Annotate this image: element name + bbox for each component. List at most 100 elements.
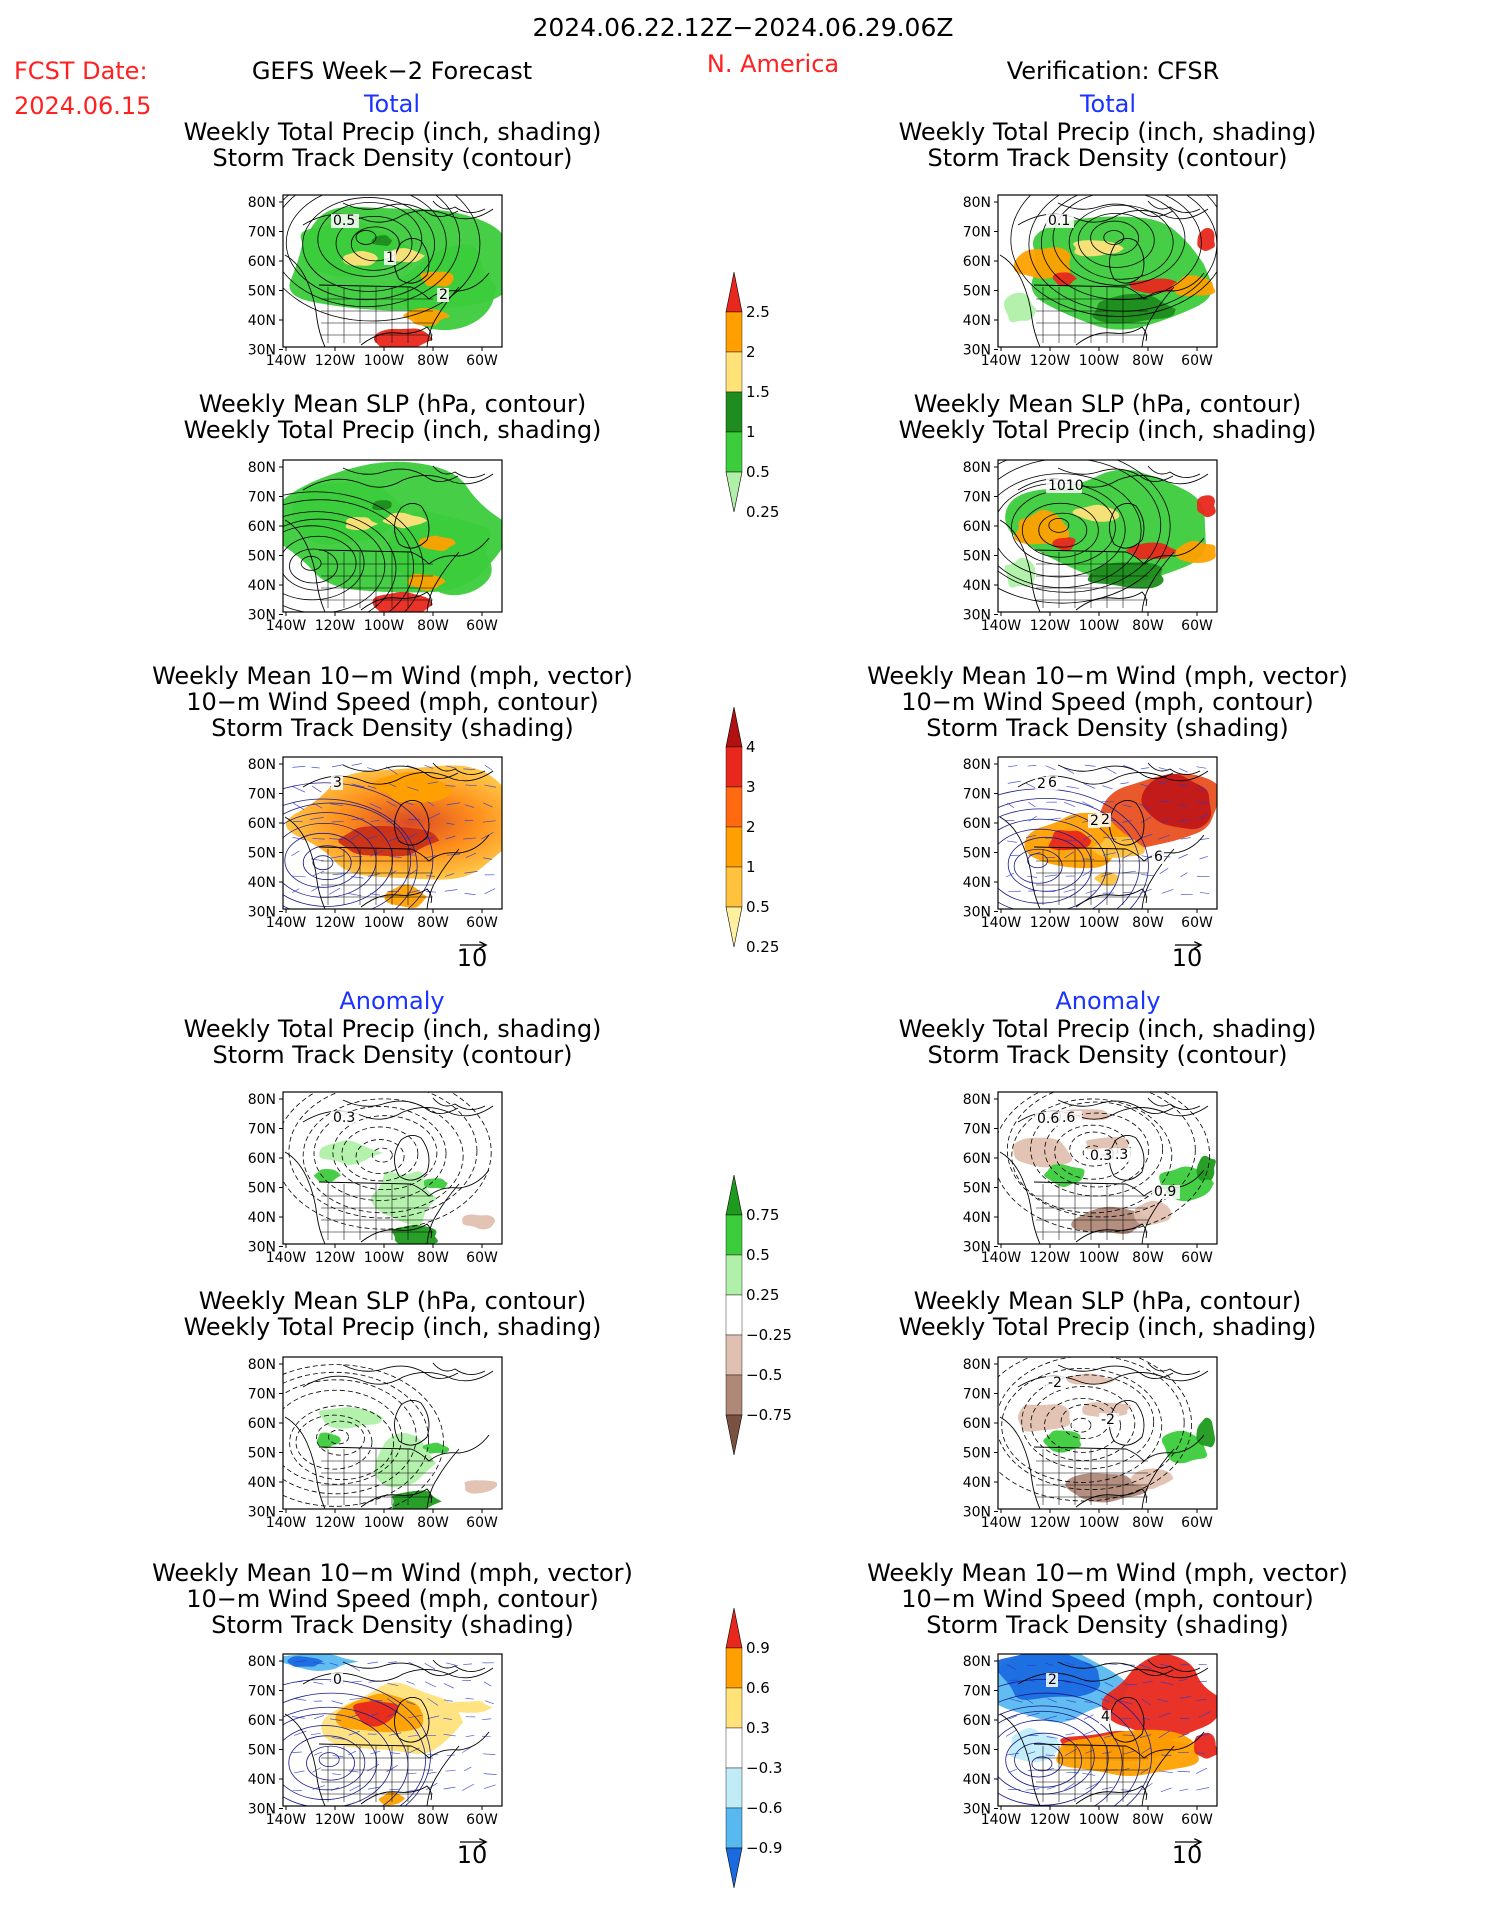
panel-title-line-3: Storm Track Density (shading) xyxy=(211,714,574,742)
map-area xyxy=(998,1357,1217,1509)
lat-label-60N: 60N xyxy=(248,1151,276,1167)
panel-title-line-1: Weekly Mean SLP (hPa, contour) xyxy=(199,1287,587,1315)
lat-label-60N: 60N xyxy=(963,519,991,535)
lat-label-30N: 30N xyxy=(248,905,276,921)
panel-title-line-1: Weekly Mean 10−m Wind (mph, vector) xyxy=(152,1559,633,1587)
panel-title-line-1: Weekly Mean 10−m Wind (mph, vector) xyxy=(867,1559,1348,1587)
panel-title-line-2: Weekly Total Precip (inch, shading) xyxy=(899,416,1317,444)
lat-label-40N: 40N xyxy=(963,875,991,891)
panel-title-line-1: Weekly Mean SLP (hPa, contour) xyxy=(914,390,1302,418)
lat-label-80N: 80N xyxy=(248,1092,276,1108)
panel-title-line-2: 10−m Wind Speed (mph, contour) xyxy=(901,1585,1314,1613)
panel-fc-anom-precip: Weekly Total Precip (inch, shading)Storm… xyxy=(184,1015,602,1266)
contour-label: 6 xyxy=(1154,849,1163,865)
colorbar-label: 0.5 xyxy=(746,1246,770,1264)
lon-label-60W: 60W xyxy=(1181,915,1213,931)
colorbar-label: 1 xyxy=(746,858,756,876)
section-anomaly-right: Anomaly xyxy=(1055,987,1160,1015)
lat-label-30N: 30N xyxy=(248,343,276,359)
map-area xyxy=(998,460,1217,612)
vector-reference-label: 10 xyxy=(1172,944,1203,972)
panel-title-line-1: Weekly Mean 10−m Wind (mph, vector) xyxy=(152,662,633,690)
lat-label-70N: 70N xyxy=(248,1387,276,1403)
contour-label: 2 xyxy=(1090,813,1099,829)
colorbar-label: −0.75 xyxy=(746,1406,792,1424)
lat-label-50N: 50N xyxy=(248,846,276,862)
map-panels: Weekly Total Precip (inch, shading)Storm… xyxy=(152,118,1348,1869)
map-area xyxy=(998,1092,1217,1244)
contour-label: 0.6 xyxy=(1037,1111,1059,1127)
panel-title-line-2: Weekly Total Precip (inch, shading) xyxy=(899,1313,1317,1341)
lat-label-40N: 40N xyxy=(248,1475,276,1491)
lon-label-120W: 120W xyxy=(315,353,356,369)
lat-label-80N: 80N xyxy=(963,460,991,476)
contour-label: 0 xyxy=(333,1672,342,1688)
map-frame xyxy=(997,1356,1218,1510)
panel-title-line-3: Storm Track Density (shading) xyxy=(926,1611,1289,1639)
map-frame xyxy=(997,1653,1218,1807)
colorbar-label: −0.5 xyxy=(746,1366,782,1384)
colorbar-label: 1 xyxy=(746,423,756,441)
lat-label-40N: 40N xyxy=(963,1210,991,1226)
lon-label-120W: 120W xyxy=(315,618,356,634)
panel-title-line-3: Storm Track Density (shading) xyxy=(926,714,1289,742)
panel-title-line-2: Storm Track Density (contour) xyxy=(927,144,1287,172)
map-area xyxy=(283,1654,502,1806)
panel-title-line-2: Storm Track Density (contour) xyxy=(927,1041,1287,1069)
lat-label-50N: 50N xyxy=(963,1181,991,1197)
colorbar-precip_anom: 0.75 0.5 0.25 −0.25 −0.5 −0.75 xyxy=(725,1174,792,1456)
lat-label-60N: 60N xyxy=(248,816,276,832)
lon-label-140W: 140W xyxy=(266,1250,307,1266)
lon-label-60W: 60W xyxy=(1181,1250,1213,1266)
lat-label-50N: 50N xyxy=(963,1446,991,1462)
map-frame xyxy=(997,756,1218,910)
lon-label-80W: 80W xyxy=(1132,618,1164,634)
colorbar-precip_total: 2.5 2 1.5 1 0.5 0.25 xyxy=(725,271,779,521)
date-range-title: 2024.06.22.12Z−2024.06.29.06Z xyxy=(533,13,954,42)
colorbar-label: 2.5 xyxy=(746,303,770,321)
map-frame xyxy=(282,459,503,613)
map-frame xyxy=(282,194,503,348)
lon-label-140W: 140W xyxy=(266,1515,307,1531)
colorbar-label: 0.25 xyxy=(746,938,779,956)
lon-label-100W: 100W xyxy=(364,618,405,634)
contour-label: 0.9 xyxy=(1154,1184,1176,1200)
panel-fc-anom-slp: Weekly Mean SLP (hPa, contour)Weekly Tot… xyxy=(184,1287,602,1531)
panel-ob-anom-precip: Weekly Total Precip (inch, shading)Storm… xyxy=(899,1015,1317,1266)
lon-label-80W: 80W xyxy=(1132,1812,1164,1828)
section-anomaly-left: Anomaly xyxy=(339,987,444,1015)
lon-label-60W: 60W xyxy=(1181,1515,1213,1531)
colorbar-label: 0.75 xyxy=(746,1206,779,1224)
contour-label: 1 xyxy=(386,250,395,266)
lat-label-60N: 60N xyxy=(963,1713,991,1729)
lon-label-100W: 100W xyxy=(364,915,405,931)
panel-title-line-1: Weekly Mean SLP (hPa, contour) xyxy=(914,1287,1302,1315)
lon-label-80W: 80W xyxy=(417,915,449,931)
map-frame xyxy=(997,1091,1218,1245)
lat-label-60N: 60N xyxy=(963,1151,991,1167)
lat-label-80N: 80N xyxy=(248,1654,276,1670)
contour-label: 3 xyxy=(333,775,342,791)
lon-label-100W: 100W xyxy=(1079,1250,1120,1266)
lat-label-60N: 60N xyxy=(248,1416,276,1432)
lon-label-60W: 60W xyxy=(466,618,498,634)
lon-label-100W: 100W xyxy=(1079,353,1120,369)
lon-label-100W: 100W xyxy=(1079,618,1120,634)
lat-label-70N: 70N xyxy=(963,787,991,803)
lon-label-80W: 80W xyxy=(1132,915,1164,931)
panel-title-line-3: Storm Track Density (shading) xyxy=(211,1611,574,1639)
panel-title-line-2: Weekly Total Precip (inch, shading) xyxy=(184,416,602,444)
lat-label-80N: 80N xyxy=(963,1092,991,1108)
panel-title-line-2: Storm Track Density (contour) xyxy=(212,144,572,172)
lat-label-70N: 70N xyxy=(963,225,991,241)
map-area xyxy=(283,460,502,612)
lon-label-80W: 80W xyxy=(1132,1515,1164,1531)
lat-label-70N: 70N xyxy=(248,787,276,803)
lat-label-60N: 60N xyxy=(248,519,276,535)
panel-fc-total-wind: Weekly Mean 10−m Wind (mph, vector)10−m … xyxy=(152,662,633,972)
lat-label-80N: 80N xyxy=(248,460,276,476)
contour-label: 4 xyxy=(1101,1709,1110,1725)
panel-title-line-1: Weekly Total Precip (inch, shading) xyxy=(899,118,1317,146)
panel-ob-total-wind: Weekly Mean 10−m Wind (mph, vector)10−m … xyxy=(867,662,1348,972)
lon-label-60W: 60W xyxy=(1181,618,1213,634)
